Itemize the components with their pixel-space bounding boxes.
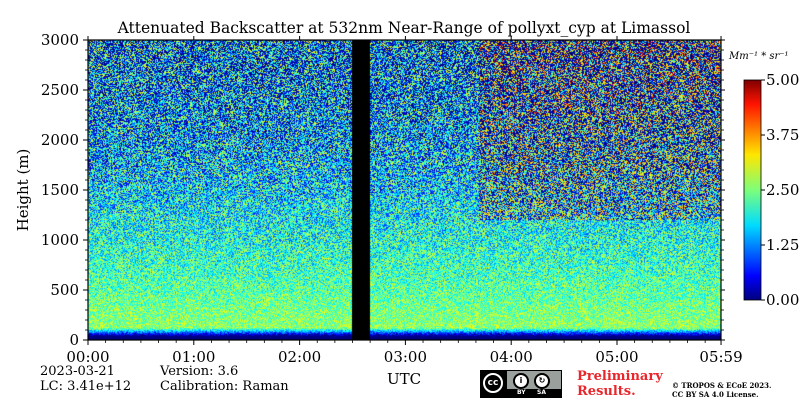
x-tick-label-0: 00:00 (66, 348, 109, 366)
y-axis-label: Height (m) (14, 149, 32, 232)
lc-label: LC: 3.41e+12 (40, 379, 132, 394)
cc-icon: cc (483, 373, 503, 393)
colorbar-tick-label-0: 0.00 (766, 291, 799, 309)
colorbar: Mm⁻¹ * sr⁻¹ 0.00 1.25 2.50 3.75 5.00 (728, 51, 799, 309)
date-label: 2023-03-21 (40, 364, 115, 379)
copyright-notice: © TROPOS & ECoE 2023. CC BY SA 4.0 Licen… (672, 381, 797, 399)
colorbar-unit: Mm⁻¹ * sr⁻¹ (728, 51, 789, 62)
colorbar-ticks: 0.00 1.25 2.50 3.75 5.00 (761, 71, 799, 309)
y-tick-label-5: 2500 (41, 81, 79, 99)
cc-logo: cc (481, 371, 507, 397)
x-tick-label-4: 04:00 (490, 348, 533, 366)
x-tick-label-1: 01:00 (172, 348, 215, 366)
heatmap-image (88, 40, 721, 340)
x-tick-label-2: 02:00 (278, 348, 321, 366)
cc-label-bar: BY SA (507, 389, 561, 397)
sa-arrow-icon: ↻ (534, 373, 550, 389)
cc-by-label: BY (517, 389, 526, 396)
cc-license-badge: cc i ↻ BY SA (480, 370, 562, 398)
x-tick-label-6: 05:59 (699, 348, 742, 366)
version-label: Version: 3.6 (160, 364, 239, 379)
cc-sa-label: SA (537, 389, 546, 396)
colorbar-tick-label-4: 5.00 (766, 71, 799, 89)
chart-title: Attenuated Backscatter at 532nm Near-Ran… (117, 19, 691, 37)
y-tick-label-6: 3000 (41, 31, 79, 49)
y-axis: 0 500 1000 1500 2000 2500 3000 (41, 31, 725, 349)
y-tick-label-3: 1500 (41, 181, 79, 199)
y-tick-label-2: 1000 (41, 231, 79, 249)
x-tick-label-5: 05:00 (595, 348, 638, 366)
colorbar-tick-label-2: 2.50 (766, 181, 799, 199)
preliminary-notice: Preliminary Results. (577, 369, 663, 399)
colorbar-tick-label-3: 3.75 (766, 126, 799, 144)
calibration-label: Calibration: Raman (160, 379, 289, 394)
preliminary-line-2: Results. (577, 384, 636, 399)
colorbar-tick-label-1: 1.25 (766, 236, 799, 254)
y-tick-label-4: 2000 (41, 131, 79, 149)
x-axis-label: UTC (387, 370, 421, 388)
copyright-line-2: CC BY SA 4.0 License. (672, 390, 759, 399)
by-person-icon: i (513, 373, 529, 389)
y-tick-label-0: 0 (69, 331, 79, 349)
colorbar-gradient (743, 79, 762, 301)
preliminary-line-1: Preliminary (577, 369, 663, 384)
x-tick-label-3: 03:00 (384, 348, 427, 366)
y-tick-label-1: 500 (50, 281, 79, 299)
copyright-line-1: © TROPOS & ECoE 2023. (672, 381, 772, 390)
x-axis: 00:00 01:00 02:00 03:00 04:00 05:00 05:59 (66, 36, 743, 366)
